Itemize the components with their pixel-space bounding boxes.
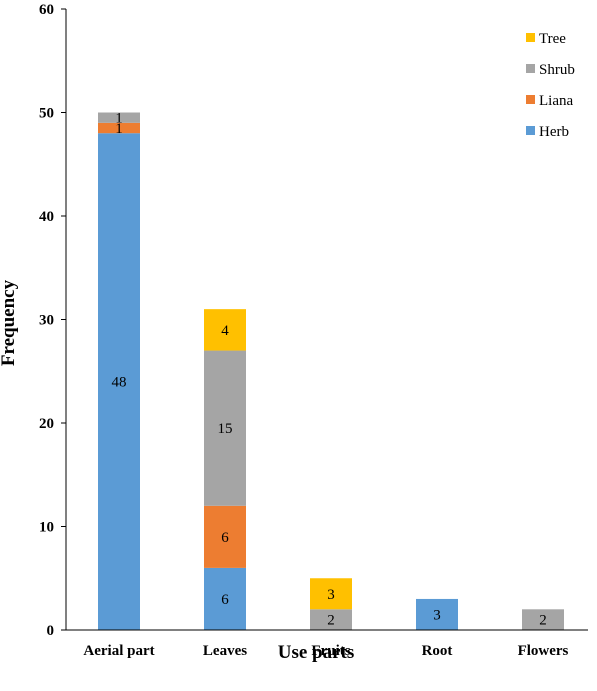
- legend-swatch-liana: [526, 95, 535, 104]
- bar-segment-liana: [98, 122, 140, 134]
- bar-segment-shrub: [204, 350, 246, 506]
- x-tick-label: Aerial part: [83, 643, 154, 659]
- y-tick-label: 10: [39, 520, 54, 536]
- data-labels-group: 48 11 6 6 15 4 2 3 3 2: [112, 111, 547, 629]
- y-tick-label: 60: [39, 2, 54, 18]
- bar-segment-tree: [204, 309, 246, 351]
- legend-label: Liana: [539, 93, 573, 109]
- bars-group: [98, 112, 564, 630]
- data-label: 1: [115, 111, 123, 127]
- bar-segment-herb: [204, 567, 246, 630]
- data-label: 6: [221, 592, 229, 608]
- x-axis-title: Use parts: [278, 642, 355, 663]
- x-tick-label: Fruits: [311, 643, 350, 659]
- y-tick-label: 0: [47, 623, 55, 639]
- y-axis-title: Frequency: [0, 279, 19, 366]
- data-label: 2: [327, 613, 335, 629]
- x-tick-label: Leaves: [203, 643, 247, 659]
- axes-group: 0 10 20 30 40 50 60 Aerial part Leaves Fruits Root…: [39, 2, 588, 659]
- bar-segment-shrub: [310, 609, 352, 630]
- bar-segment-herb: [98, 133, 140, 630]
- bar-segment-tree: [310, 578, 352, 610]
- x-tick-label: Flowers: [518, 643, 569, 659]
- data-label: 3: [327, 587, 335, 603]
- y-tick-label: 50: [39, 106, 54, 122]
- data-label: 6: [221, 530, 229, 546]
- y-tick-label: 30: [39, 313, 54, 329]
- data-label: 2: [539, 613, 547, 629]
- data-label: 1: [115, 121, 123, 137]
- legend-label: Herb: [539, 124, 569, 140]
- bar-segment-herb: [416, 598, 458, 630]
- legend-label: Tree: [539, 31, 566, 47]
- x-tick-label: Root: [422, 643, 453, 659]
- legend: Tree Shrub Liana Herb: [526, 31, 575, 140]
- data-label: 15: [218, 421, 233, 437]
- bar-segment-shrub: [522, 609, 564, 630]
- legend-swatch-herb: [526, 126, 535, 135]
- data-label: 3: [433, 607, 441, 623]
- bar-segment-liana: [204, 505, 246, 568]
- legend-label: Shrub: [539, 62, 575, 78]
- bar-segment-shrub: [98, 112, 140, 123]
- legend-swatch-shrub: [526, 64, 535, 73]
- data-label: 4: [221, 323, 229, 339]
- data-label: 48: [112, 375, 127, 391]
- y-tick-label: 40: [39, 209, 54, 225]
- y-tick-label: 20: [39, 416, 54, 432]
- legend-swatch-tree: [526, 33, 535, 42]
